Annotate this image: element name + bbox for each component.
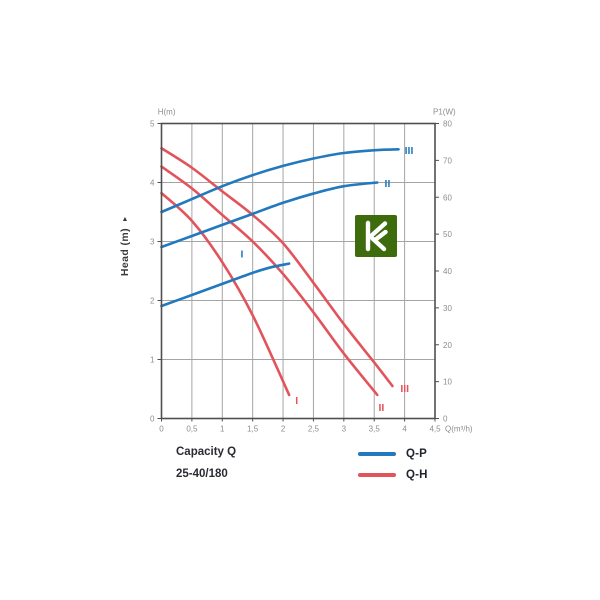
plot-border [160,122,436,420]
series-speed-label: II [378,402,384,414]
series-q-h-iii: III [160,146,409,395]
x-tick-label: 2,5 [308,425,320,434]
legend-label: Q-H [406,469,428,481]
series-q-h-ii: II [160,165,384,414]
legend-item-q-p: Q-P [358,448,428,460]
right-tick-label: 40 [443,267,452,276]
x-tick-label: 2 [281,425,286,434]
tick-labels: 0 0,5 1 1,5 2 2,5 3 3,5 4 4,5 Q(m³/h)0123450102030… [150,108,473,434]
x-tick-label: 4 [402,425,407,434]
left-axis-unit-title: H(m) [158,108,176,117]
series-speed-label: II [385,178,391,190]
series-q-h-i: I [160,191,298,407]
right-tick-label: 80 [443,120,452,129]
right-tick-label: 60 [443,193,452,202]
series-speed-label: III [400,383,409,395]
x-tick-label: 4,5 [429,425,441,434]
right-tick-label: 20 [443,341,452,350]
x-tick-label: 0,5 [186,425,198,434]
x-tick-label: 0 [159,425,164,434]
left-tick-label: 4 [150,179,155,188]
x-tick-label: 3 [342,425,347,434]
brand-logo [355,215,397,257]
model-label: 25-40/180 [176,468,228,480]
brand-logo-k-icon [355,215,397,257]
caption-block: Capacity Q 25-40/180 [176,446,236,480]
series-q-p-ii: II [160,178,391,249]
left-tick-label: 3 [150,238,155,247]
gridlines [161,123,435,419]
legend-label: Q-P [406,448,428,460]
series-q-p-iii: III [160,145,414,214]
x-tick-label: 3,5 [369,425,381,434]
series-speed-label: I [295,395,298,407]
legend-line-swatch [358,452,396,456]
legend-line-swatch [358,473,396,477]
left-tick-label: 2 [150,297,155,306]
up-arrow-icon: ▲ [121,216,129,223]
right-tick-label: 10 [443,378,452,387]
series-q-p-i: I [160,248,291,308]
series-speed-label: III [405,145,414,157]
head-axis-text: Head (m) [119,228,131,277]
series-speed-label: I [241,248,244,260]
right-tick-label: 50 [443,230,452,239]
left-tick-label: 1 [150,356,155,365]
left-axis-label: ▲ Head (m) [116,216,134,336]
left-tick-label: 5 [150,120,155,129]
right-axis-unit-title: P1(W) [433,108,456,117]
capacity-label: Capacity Q [176,446,237,458]
legend-item-q-h: Q-H [358,469,428,481]
legend: Q-P Q-H [358,448,428,481]
x-tick-label: 1 [220,425,225,434]
x-axis-unit: Q(m³/h) [445,425,473,434]
right-tick-label: 70 [443,156,452,165]
right-tick-label: 30 [443,304,452,313]
x-tick-label: 1,5 [247,425,259,434]
left-tick-label: 0 [150,415,155,424]
right-tick-label: 0 [443,415,448,424]
